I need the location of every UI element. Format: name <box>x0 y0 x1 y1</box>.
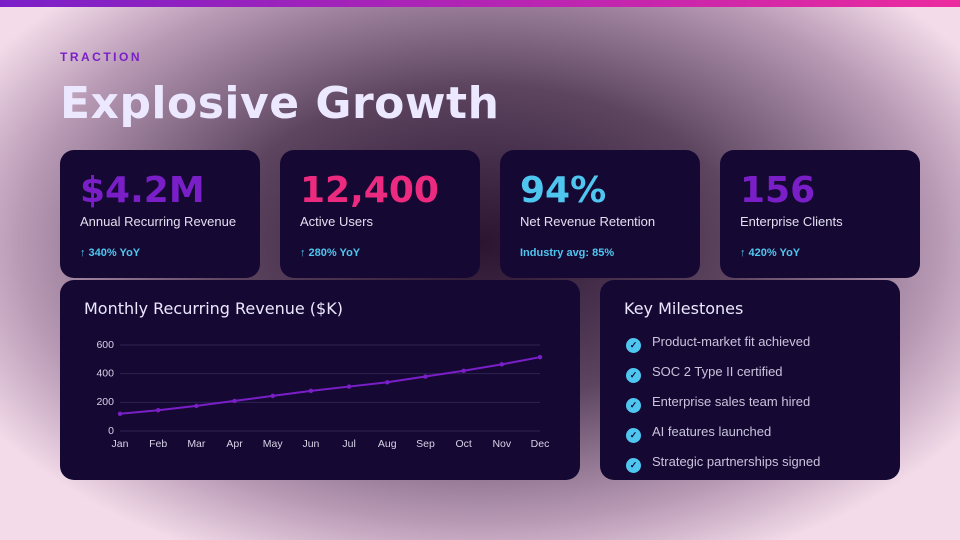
x-tick-label: May <box>263 438 284 450</box>
x-tick-label: Oct <box>455 438 471 450</box>
x-tick-label: Mar <box>187 438 206 450</box>
check-icon: ✓ <box>626 368 641 383</box>
slide-title: Explosive Growth <box>60 78 500 129</box>
x-tick-label: Feb <box>149 438 167 450</box>
milestone: ✓ Strategic partnerships signed <box>624 454 820 484</box>
x-tick-label: Sep <box>416 438 435 450</box>
milestone-text: AI features launched <box>652 424 772 439</box>
chart-card: Monthly Recurring Revenue ($K) 0 200 400 60… <box>60 280 580 480</box>
kpi-note: Industry avg: 85% <box>520 247 615 259</box>
kpi-value: 156 <box>740 170 816 211</box>
x-tick-label: Nov <box>492 438 511 450</box>
eyebrow: TRACTION <box>60 50 142 64</box>
y-tick-label: 200 <box>96 396 114 408</box>
kpi-note: ↑ 340% YoY <box>80 247 141 259</box>
milestone: ✓ AI features launched <box>624 424 820 454</box>
x-tick-label: Dec <box>531 438 550 450</box>
point <box>385 380 390 385</box>
chart-title: Monthly Recurring Revenue ($K) <box>84 299 343 318</box>
x-tick-label: Apr <box>226 438 243 450</box>
milestone-text: Enterprise sales team hired <box>652 394 811 409</box>
point <box>346 384 352 389</box>
kpi-card: $4.2M Annual Recurring Revenue ↑ 340% YoY <box>60 150 260 278</box>
check-icon: ✓ <box>626 338 641 353</box>
point <box>499 362 505 367</box>
kpi-value: $4.2M <box>80 170 205 211</box>
y-tick-label: 600 <box>96 339 114 351</box>
milestone-text: SOC 2 Type II certified <box>652 364 783 379</box>
x-tick-label: Jun <box>302 438 319 450</box>
milestone: ✓ SOC 2 Type II certified <box>624 364 820 394</box>
kpi-label: Enterprise Clients <box>740 214 843 229</box>
check-icon: ✓ <box>626 458 641 473</box>
point <box>308 388 314 394</box>
milestone-text: Product-market fit achieved <box>652 334 811 349</box>
check-icon: ✓ <box>626 398 641 413</box>
milestone-list: ✓ Product-market fit achieved ✓ SOC 2 Type … <box>624 334 820 484</box>
top-bar <box>0 0 960 7</box>
x-tick-label: Jan <box>112 438 129 450</box>
kpi-note: ↑ 420% YoY <box>740 247 801 259</box>
kpi-card: 94% Net Revenue Retention Industry avg: 85… <box>500 150 700 278</box>
kpi-value: 94% <box>520 170 607 211</box>
point <box>117 411 123 416</box>
line <box>119 356 541 415</box>
check-icon: ✓ <box>626 428 641 443</box>
kpi-label: Annual Recurring Revenue <box>80 214 237 229</box>
y-tick-label: 0 <box>108 425 114 437</box>
y-tick-label: 400 <box>96 367 114 379</box>
point <box>270 393 275 399</box>
chart: 0 200 400 600 Jan Feb Mar Apr May Jun Jul Aug Sep Oct… <box>96 339 550 450</box>
milestones-title: Key Milestones <box>624 299 744 318</box>
kpi-note: ↑ 280% YoY <box>300 247 361 259</box>
milestone: ✓ Product-market fit achieved <box>624 334 820 364</box>
point <box>232 398 237 404</box>
kpi-label: Net Revenue Retention <box>520 214 656 229</box>
milestone: ✓ Enterprise sales team hired <box>624 394 820 424</box>
kpi-card: 12,400 Active Users ↑ 280% YoY <box>280 150 480 278</box>
kpi-card: 156 Enterprise Clients ↑ 420% YoY <box>720 150 920 278</box>
point <box>537 354 543 360</box>
point <box>423 374 428 379</box>
milestones-card: Key Milestones ✓ Product-market fit achie… <box>600 280 900 480</box>
point <box>194 403 199 409</box>
kpi-label: Active Users <box>300 214 373 229</box>
x-tick-label: Jul <box>342 438 355 450</box>
x-tick-label: Aug <box>378 438 397 450</box>
kpi-value: 12,400 <box>300 170 439 211</box>
point <box>461 368 466 373</box>
point <box>155 408 161 413</box>
milestone-text: Strategic partnerships signed <box>652 454 821 469</box>
